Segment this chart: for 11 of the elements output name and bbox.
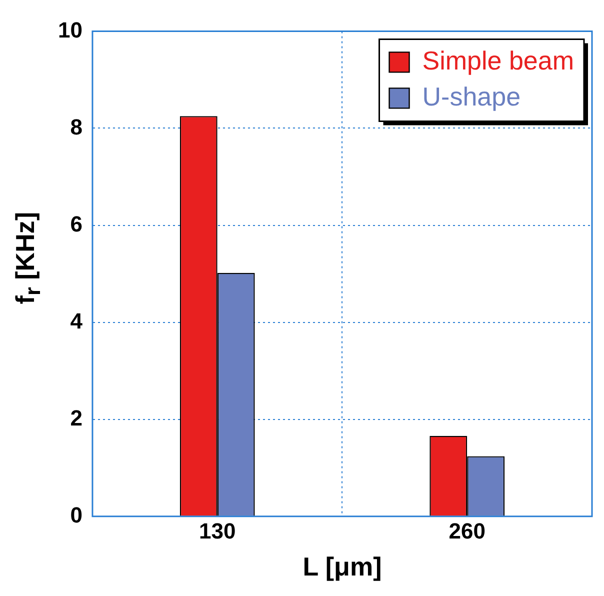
x-tick-label: 260 <box>448 518 486 544</box>
y-tick-label: 8 <box>70 114 82 140</box>
y-tick-label: 2 <box>70 405 82 430</box>
y-tick-label: 6 <box>70 211 82 236</box>
x-tick-label: 130 <box>198 518 236 544</box>
y-tick-label: 4 <box>70 308 84 334</box>
legend-label: U-shape <box>422 81 521 112</box>
x-axis-title: L [μm] <box>302 552 382 582</box>
legend-label: Simple beam <box>422 45 574 76</box>
y-tick-label: 0 <box>70 502 82 528</box>
y-tick-label: 10 <box>58 17 82 42</box>
